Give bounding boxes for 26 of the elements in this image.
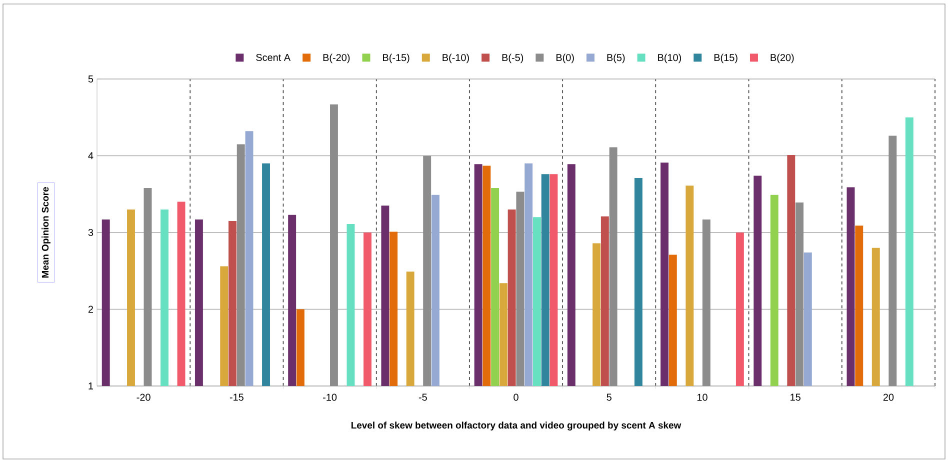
x-tick-label: 5	[606, 394, 612, 401]
legend-label: B(20)	[770, 54, 794, 64]
x-tick-label: 0	[514, 394, 518, 401]
y-tick-label: 5	[88, 76, 94, 82]
legend-label: B(5)	[607, 54, 625, 64]
legend-label: B(15)	[714, 54, 738, 64]
legend-label: B(10)	[658, 54, 682, 64]
y-axis-title: Mean Opinion Score	[42, 187, 50, 278]
y-tick-label: 3	[88, 228, 94, 236]
legend-label: B(-20)	[323, 54, 350, 64]
legend-label: B(-5)	[502, 54, 524, 64]
x-tick-label: -20	[136, 394, 150, 401]
x-axis-title: Level of skew between olfactory data and video grouped by scent A skew	[352, 422, 682, 431]
y-tick-label: 1	[88, 382, 94, 390]
legend-label: B(-15)	[383, 54, 410, 64]
x-tick-label: 20	[883, 394, 894, 401]
x-tick-label: -15	[230, 394, 244, 401]
legend-label: B(-10)	[442, 54, 469, 64]
legend-label: Scent A	[256, 54, 291, 61]
legend-label: B(0)	[556, 54, 574, 64]
x-tick-label: -10	[323, 394, 337, 401]
x-tick-label: 15	[790, 394, 800, 401]
x-tick-label: -5	[418, 394, 427, 401]
x-tick-label: 10	[697, 394, 708, 401]
y-tick-label: 2	[88, 306, 93, 313]
y-tick-label: 4	[88, 152, 94, 160]
